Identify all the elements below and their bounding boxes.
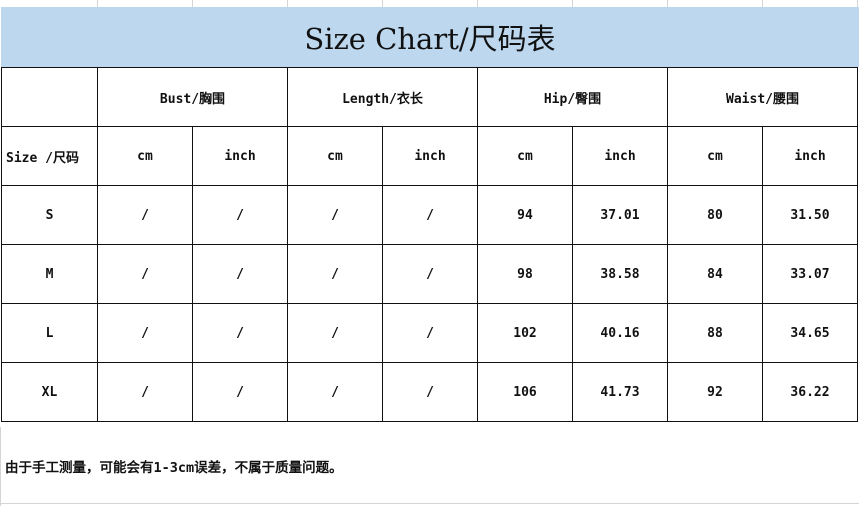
grid-line <box>0 503 859 504</box>
value-cell: / <box>192 303 288 363</box>
unit-cell: inch <box>572 126 668 186</box>
unit-header-row: Size /尺码 cm inch cm inch cm inch cm inch <box>1 126 858 186</box>
value-cell: / <box>97 244 193 304</box>
value-cell: 40.16 <box>572 303 668 363</box>
unit-cell: inch <box>762 126 858 186</box>
value-cell: / <box>287 362 383 422</box>
value-cell: 102 <box>477 303 573 363</box>
size-table: Bust/胸围 Length/衣长 Hip/臀围 Waist/腰围 Size /… <box>1 67 858 422</box>
unit-cell: cm <box>667 126 763 186</box>
size-cell: S <box>1 185 98 245</box>
value-cell: 41.73 <box>572 362 668 422</box>
table-row: XL / / //106 41.73 92 36.22 <box>1 362 858 422</box>
measurement-note: 由于手工测量，可能会有1-3cm误差，不属于质量问题。 <box>5 460 343 476</box>
value-cell: 106 <box>477 362 573 422</box>
value-cell: / <box>192 244 288 304</box>
value-cell: / <box>287 244 383 304</box>
unit-cell: inch <box>382 126 478 186</box>
table-row: L / / //102 40.16 88 34.65 <box>1 303 858 363</box>
value-cell: 33.07 <box>762 244 858 304</box>
unit-cell: inch <box>192 126 288 186</box>
value-cell: / <box>287 303 383 363</box>
value-cell: 98 <box>477 244 573 304</box>
value-cell: / <box>382 362 478 422</box>
value-cell: 34.65 <box>762 303 858 363</box>
value-cell: / <box>192 362 288 422</box>
value-cell: / <box>97 185 193 245</box>
group-bust: Bust/胸围 <box>97 67 288 127</box>
grid-line <box>0 427 1 506</box>
size-cell: L <box>1 303 98 363</box>
size-cell: M <box>1 244 98 304</box>
size-cell: XL <box>1 362 98 422</box>
unit-cell: cm <box>97 126 193 186</box>
group-hip: Hip/臀围 <box>477 67 668 127</box>
table-row: S / / //94 37.01 80 31.50 <box>1 185 858 245</box>
value-cell: 80 <box>667 185 763 245</box>
unit-cell: cm <box>287 126 383 186</box>
value-cell: / <box>287 185 383 245</box>
value-cell: 94 <box>477 185 573 245</box>
value-cell: 92 <box>667 362 763 422</box>
value-cell: / <box>382 185 478 245</box>
group-length: Length/衣长 <box>287 67 478 127</box>
value-cell: 31.50 <box>762 185 858 245</box>
value-cell: / <box>97 362 193 422</box>
spreadsheet-grid-top <box>0 0 859 7</box>
value-cell: 37.01 <box>572 185 668 245</box>
unit-cell: cm <box>477 126 573 186</box>
value-cell: 84 <box>667 244 763 304</box>
table-row: M / / //98 38.58 84 33.07 <box>1 244 858 304</box>
empty-cell <box>1 67 98 127</box>
group-header-row: Bust/胸围 Length/衣长 Hip/臀围 Waist/腰围 <box>1 67 858 127</box>
value-cell: / <box>382 303 478 363</box>
value-cell: 38.58 <box>572 244 668 304</box>
value-cell: / <box>192 185 288 245</box>
value-cell: 88 <box>667 303 763 363</box>
group-waist: Waist/腰围 <box>667 67 858 127</box>
chart-title: Size Chart/尺码表 <box>1 7 859 67</box>
value-cell: 36.22 <box>762 362 858 422</box>
value-cell: / <box>97 303 193 363</box>
value-cell: / <box>382 244 478 304</box>
size-label: Size /尺码 <box>1 126 98 186</box>
